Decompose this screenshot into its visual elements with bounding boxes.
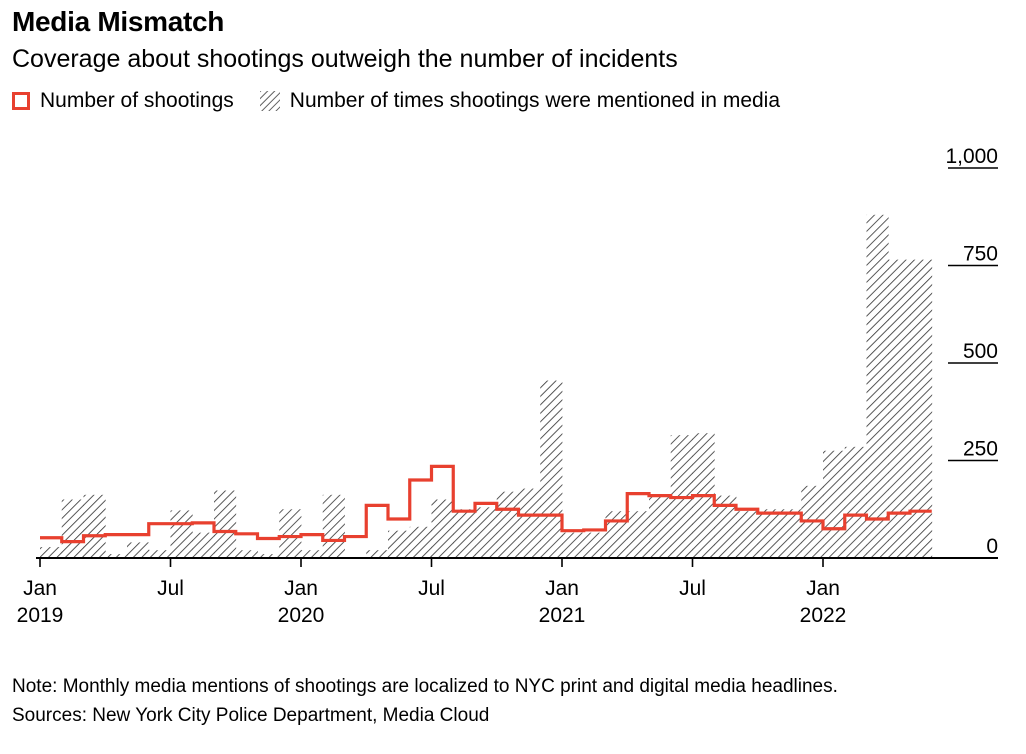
media-mentions-bar <box>61 499 84 558</box>
legend-swatch-shootings <box>12 92 30 110</box>
media-mentions-bar <box>40 547 63 558</box>
legend-label-shootings: Number of shootings <box>40 89 234 112</box>
x-tick-year-label: 2021 <box>539 604 586 627</box>
media-mentions-bar <box>431 499 454 558</box>
sources: Sources: New York City Police Department… <box>12 705 490 726</box>
media-mentions-bar <box>83 494 106 558</box>
media-mentions-bar <box>627 511 650 558</box>
media-mentions-bar <box>888 259 911 558</box>
x-tick-year-label: 2020 <box>278 604 325 627</box>
media-mentions-bar <box>388 530 411 558</box>
media-mentions-bar <box>170 510 193 558</box>
footnote: Note: Monthly media mentions of shooting… <box>12 676 838 697</box>
x-tick-label: Jul <box>418 577 445 600</box>
media-mentions-bar <box>605 511 628 558</box>
legend-item-mentions: Number of times shootings were mentioned… <box>259 89 781 113</box>
media-mentions-bar <box>192 532 215 558</box>
media-mentions-bar <box>235 550 258 558</box>
media-mentions-bar <box>453 509 476 558</box>
media-mentions-bar <box>496 491 519 558</box>
x-tick-label: Jul <box>157 577 184 600</box>
media-mentions-series <box>40 214 933 559</box>
media-mentions-bar <box>518 488 541 558</box>
legend: Number of shootings Number of times shoo… <box>12 89 806 113</box>
media-mentions-bar <box>649 495 672 558</box>
media-mentions-bar <box>214 490 237 558</box>
media-mentions-bar <box>736 511 759 558</box>
media-mentions-bar <box>257 554 280 558</box>
shootings-line <box>40 464 932 544</box>
x-tick-label: Jan <box>806 577 840 600</box>
chart-title: Media Mismatch <box>12 6 225 37</box>
media-mentions-bar <box>301 550 324 558</box>
y-tick-label: 0 <box>986 535 998 558</box>
media-mentions-bar <box>562 532 585 558</box>
media-mentions-bar <box>583 532 606 558</box>
media-mentions-bar <box>409 526 432 558</box>
x-axis: Jan 2019 Jul Jan 2020 Jul Jan 2021 Jul Jan 2022 <box>17 558 847 627</box>
media-mentions-bar <box>105 554 128 558</box>
y-tick-label: 750 <box>963 243 998 266</box>
x-tick-label: Jan <box>23 577 57 600</box>
x-tick-label: Jan <box>284 577 318 600</box>
y-tick-label: 1,000 <box>945 145 998 168</box>
legend-item-shootings: Number of shootings <box>12 89 234 113</box>
y-axis: 0 250 500 750 1,000 <box>945 145 998 558</box>
media-mentions-bar <box>475 507 498 558</box>
media-mentions-bar <box>866 214 889 559</box>
media-mentions-bar <box>279 509 302 558</box>
media-mentions-bar <box>823 450 846 558</box>
media-mentions-bar <box>366 550 389 558</box>
chart-subtitle: Coverage about shootings outweigh the nu… <box>12 45 678 73</box>
legend-label-mentions: Number of times shootings were mentioned… <box>289 89 781 112</box>
media-mentions-bar <box>779 509 802 558</box>
x-tick-year-label: 2019 <box>17 604 64 627</box>
media-mentions-bar <box>757 509 780 558</box>
media-mentions-bar <box>148 550 171 558</box>
legend-swatch-mentions <box>259 91 280 111</box>
media-mentions-bar <box>127 542 150 558</box>
media-mentions-bar <box>714 495 737 558</box>
media-mentions-bar <box>844 446 867 558</box>
x-tick-year-label: 2022 <box>800 604 847 627</box>
media-mentions-bar <box>910 259 933 558</box>
media-mentions-bar <box>322 494 345 558</box>
y-tick-label: 500 <box>963 340 998 363</box>
media-mentions-bar <box>540 380 563 558</box>
x-tick-label: Jan <box>545 577 579 600</box>
y-tick-label: 250 <box>963 438 998 461</box>
x-tick-label: Jul <box>679 577 706 600</box>
chart-area: 0 250 500 750 1,000 Jan 2019 Jul Jan 2020 Jul Jan 2… <box>17 145 998 627</box>
